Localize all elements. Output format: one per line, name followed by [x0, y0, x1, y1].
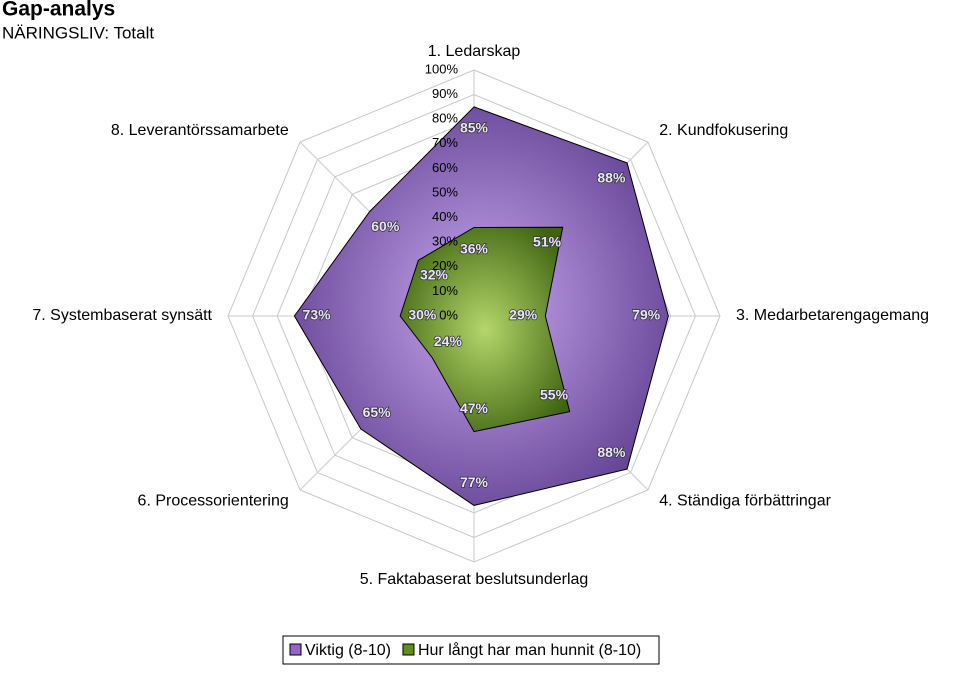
r-tick-label: 50% — [432, 184, 458, 199]
r-tick-label: 100% — [425, 61, 459, 76]
data-label: 79% — [632, 307, 661, 323]
series-area — [399, 226, 571, 433]
chart-subtitle: NÄRINGSLIV: Totalt — [2, 23, 154, 42]
category-label: 8. Leverantörssamarbete — [111, 122, 289, 139]
category-label: 6. Processorientering — [138, 492, 289, 509]
data-label: 88% — [597, 444, 626, 460]
legend-label: Hur långt har man hunnit (8-10) — [418, 641, 641, 659]
legend-box — [282, 635, 660, 665]
r-tick-label: 70% — [432, 135, 458, 150]
r-tick-label: 20% — [432, 258, 458, 273]
data-label: 65% — [363, 404, 392, 420]
category-label: 7. Systembaserat synsätt — [32, 307, 212, 324]
category-label: 1. Ledarskap — [428, 43, 521, 60]
data-label: 24% — [434, 333, 463, 349]
data-label: 30% — [408, 307, 437, 323]
r-tick-label: 80% — [432, 111, 458, 126]
legend-swatch — [402, 643, 415, 656]
r-tick-label: 10% — [432, 283, 458, 298]
data-label: 47% — [460, 400, 489, 416]
data-label: 73% — [303, 307, 332, 323]
category-label: 3. Medarbetarengagemang — [736, 307, 929, 324]
r-tick-label: 90% — [432, 86, 458, 101]
r-tick-label: 30% — [432, 234, 458, 249]
data-label: 55% — [540, 387, 569, 403]
r-tick-label: 0% — [439, 307, 458, 322]
data-label: 29% — [509, 307, 538, 323]
data-label: 60% — [371, 218, 400, 234]
data-label: 88% — [597, 169, 626, 185]
chart-title: Gap-analys — [2, 0, 115, 21]
data-label: 77% — [460, 474, 489, 490]
data-label: 36% — [460, 240, 489, 256]
category-label: 4. Ständiga förbättringar — [659, 492, 831, 509]
r-tick-label: 40% — [432, 209, 458, 224]
category-label: 2. Kundfokusering — [659, 122, 788, 139]
data-label: 51% — [533, 234, 562, 250]
r-tick-label: 60% — [432, 160, 458, 175]
legend-swatch — [289, 643, 302, 656]
category-label: 5. Faktabaserat beslutsunderlag — [360, 571, 589, 588]
data-label: 85% — [460, 120, 489, 136]
legend-label: Viktig (8-10) — [305, 642, 391, 659]
data-label: 32% — [420, 267, 449, 283]
